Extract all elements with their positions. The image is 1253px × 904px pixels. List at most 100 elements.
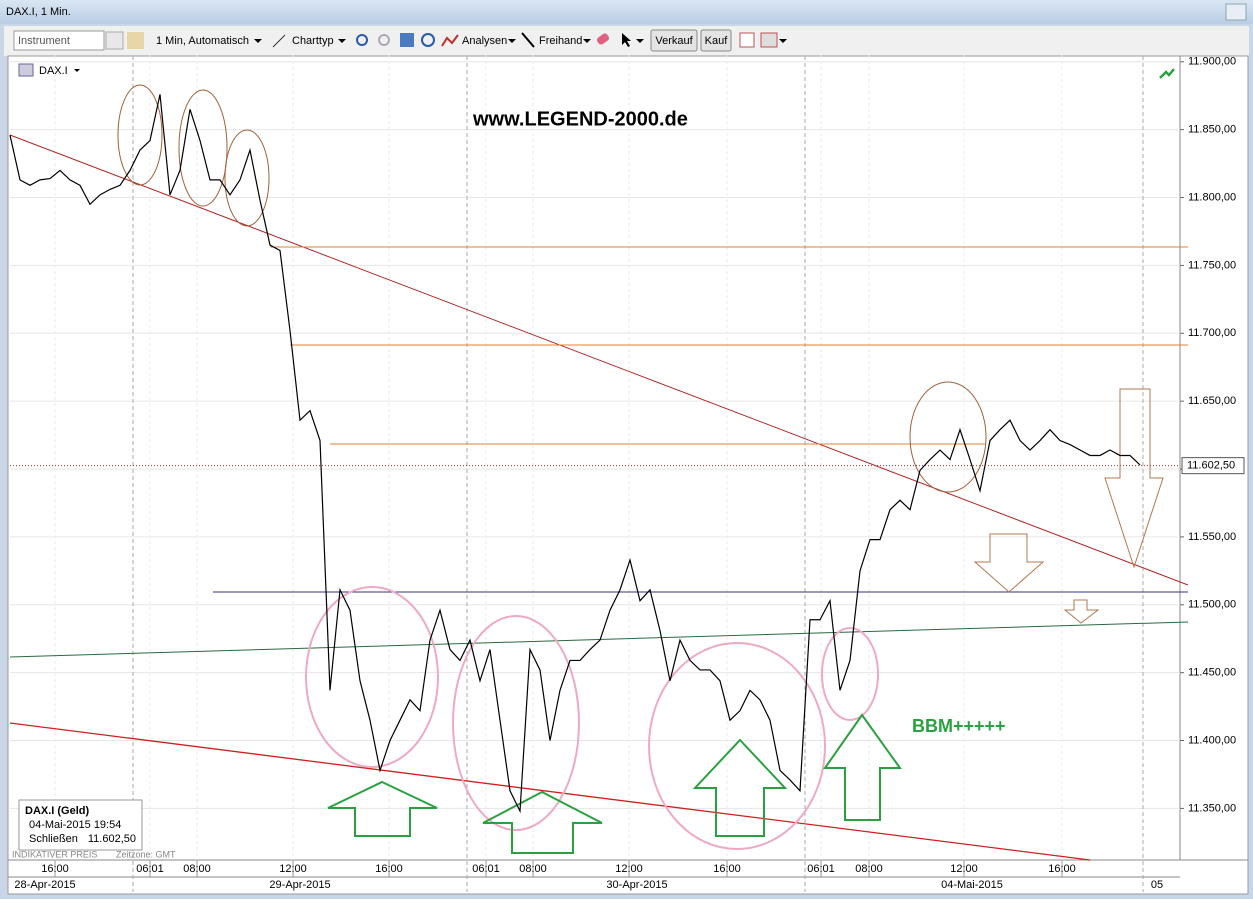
zoom-in[interactable] (356, 34, 368, 46)
window-title: DAX.I, 1 Min. (6, 6, 71, 18)
x-tick-label: 16:00 (375, 863, 403, 875)
marker-ellipse (178, 89, 228, 207)
trend-indicator (1159, 68, 1175, 79)
icon-button[interactable] (127, 32, 144, 49)
date-label: 28-Apr-2015 (14, 879, 75, 891)
down-arrow (1104, 388, 1164, 569)
buy-label: Kauf (705, 35, 729, 47)
day-separators (132, 56, 1144, 892)
sell-button[interactable] (650, 29, 698, 52)
plot (9, 94, 1180, 814)
analysis-icon (441, 34, 459, 47)
up-arrow (327, 780, 438, 837)
trend-line (9, 722, 1091, 861)
x-tick-label: 12:00 (950, 863, 978, 875)
dropdown-arrow (779, 39, 787, 43)
x-tick-label: 16:00 (713, 863, 741, 875)
eraser-icon[interactable] (596, 32, 610, 45)
marker-ellipse (452, 615, 580, 831)
cursor-icon[interactable] (622, 33, 631, 47)
price-line (9, 94, 1141, 814)
date-label: 05 (1151, 879, 1163, 891)
marker-ellipse (224, 129, 270, 227)
instrument-input[interactable] (13, 30, 105, 51)
sell-label: Verkauf (655, 35, 693, 47)
down-arrow (1063, 599, 1100, 624)
drawings (9, 84, 1189, 861)
up-arrow (482, 790, 603, 854)
marker-ellipse (909, 381, 987, 493)
date-label: 30-Apr-2015 (606, 879, 667, 891)
y-tick-label: 11.400,00 (1188, 734, 1236, 746)
y-tick-label: 11.800,00 (1188, 191, 1236, 203)
last-price-box (1181, 457, 1245, 475)
info-timestamp: 04-Mai-2015 19:54 (29, 819, 121, 831)
dropdown-arrow (254, 39, 262, 43)
y-tick-label: 11.550,00 (1188, 531, 1236, 543)
info-close: 11.602,50 (88, 833, 136, 845)
marker-ellipse (305, 586, 439, 768)
up-arrow (823, 713, 902, 821)
marker-ellipse (117, 84, 163, 186)
y-tick-label: 11.900,00 (1188, 56, 1236, 68)
marker-ellipse (648, 642, 826, 850)
x-tick-label: 16:00 (41, 863, 69, 875)
date-label: 04-Mai-2015 (941, 879, 1003, 891)
y-tick-label: 11.350,00 (1188, 802, 1236, 814)
freehand-dropdown[interactable]: Freihand (539, 35, 582, 47)
x-tick-label: 06:01 (807, 863, 835, 875)
dropdown-arrow (636, 39, 644, 43)
chart-panel (7, 55, 1249, 895)
search-button[interactable] (105, 31, 124, 50)
buy-button[interactable] (700, 29, 732, 52)
marker-ellipse (821, 627, 879, 721)
dropdown-arrow (508, 39, 516, 43)
dropdown-arrow (583, 39, 591, 43)
grid (10, 55, 1180, 860)
timezone: Zeitzone: GMT (116, 849, 176, 859)
date-label: 29-Apr-2015 (269, 879, 330, 891)
refresh-button[interactable] (421, 33, 435, 47)
x-tick-label: 06:01 (136, 863, 164, 875)
chart-icon (272, 34, 286, 48)
analyses-dropdown[interactable]: Analysen (462, 35, 507, 47)
instrument-icon (18, 63, 34, 77)
x-tick-label: 08:00 (183, 863, 211, 875)
x-tick-label: 06:01 (472, 863, 500, 875)
x-tick-label: 08:00 (855, 863, 883, 875)
trend-line (9, 621, 1189, 658)
y-tick-label: 11.750,00 (1188, 259, 1236, 271)
annotation: BBM+++++ (912, 716, 1006, 736)
info-title: DAX.I (Geld) (25, 805, 90, 817)
legend-label[interactable]: DAX.I (39, 65, 68, 77)
zoom-out[interactable] (378, 34, 390, 46)
instrument-placeholder: Instrument (18, 35, 70, 47)
y-tick-label: 11.700,00 (1188, 327, 1236, 339)
fit-button[interactable] (400, 33, 414, 47)
info-close-label: Schließen (29, 833, 78, 845)
y-tick-label: 11.500,00 (1188, 599, 1236, 611)
title-bar (0, 0, 1253, 24)
window-button[interactable] (1225, 3, 1247, 21)
y-tick-label: 11.850,00 (1188, 124, 1236, 136)
chart-type-dropdown[interactable]: Charttyp (292, 35, 334, 47)
x-tick-label: 12:00 (279, 863, 307, 875)
print-button[interactable] (760, 32, 778, 48)
x-tick-label: 12:00 (615, 863, 643, 875)
x-tick-label: 08:00 (519, 863, 547, 875)
down-arrow (973, 533, 1045, 593)
x-tick-label: 16:00 (1048, 863, 1076, 875)
last-price-label: 11.602,50 (1187, 460, 1235, 472)
up-arrow (692, 738, 788, 837)
watermark: www.LEGEND-2000.de (472, 108, 688, 130)
price-note: INDIKATIVER PREIS (12, 849, 97, 859)
trend-line (9, 134, 1189, 586)
chart-export[interactable] (739, 32, 755, 48)
y-tick-label: 11.450,00 (1188, 667, 1236, 679)
y-tick-label: 11.650,00 (1188, 395, 1236, 407)
info-box (18, 799, 143, 851)
dropdown-arrow (338, 39, 346, 43)
dropdown-arrow (74, 69, 80, 72)
interval-dropdown[interactable]: 1 Min, Automatisch (156, 35, 249, 47)
